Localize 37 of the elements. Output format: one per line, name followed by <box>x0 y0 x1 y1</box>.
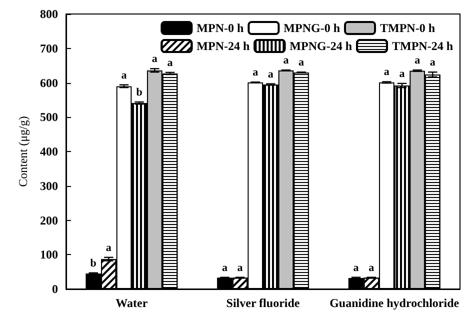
y-tick-label: 0 <box>52 282 58 296</box>
y-tick-label: 500 <box>40 110 58 124</box>
y-tick-label: 600 <box>40 76 58 90</box>
y-tick-label: 400 <box>40 144 58 158</box>
x-tick-label: Guanidine hydrochloride <box>330 296 460 310</box>
data-label: a <box>384 66 390 78</box>
x-tick-label: Water <box>116 296 148 310</box>
y-axis-title: Content (μg/g) <box>16 116 30 187</box>
data-label: a <box>121 69 128 82</box>
legend-label: TMPN-24 h <box>392 39 454 53</box>
legend-label: TMPN-0 h <box>380 21 436 35</box>
data-label: a <box>368 262 375 274</box>
legend-label: MPN-24 h <box>196 39 250 53</box>
data-label: a <box>353 262 360 274</box>
data-label: a <box>222 262 228 274</box>
x-tick-label: Silver fluoride <box>226 296 300 310</box>
y-tick-label: 800 <box>40 7 58 21</box>
y-tick-label: 300 <box>40 178 58 193</box>
data-label: a <box>414 54 421 67</box>
data-label: a <box>283 54 290 67</box>
y-tick-label: 700 <box>40 41 58 56</box>
data-label: b <box>136 86 142 98</box>
y-tick-label: 200 <box>40 213 58 228</box>
data-label: a <box>167 56 174 69</box>
data-label: a <box>237 262 244 274</box>
data-label: a <box>298 56 305 69</box>
data-label: a <box>430 56 436 69</box>
legend-label: MPNG-24 h <box>290 39 352 53</box>
data-label: a <box>152 53 158 66</box>
data-label: a <box>268 68 274 80</box>
data-label: a <box>106 242 112 254</box>
data-label: b <box>90 257 96 270</box>
legend-label: MPN-0 h <box>196 21 244 35</box>
legend-label: MPNG-0 h <box>284 21 340 35</box>
data-label: a <box>252 66 259 79</box>
y-tick-label: 100 <box>40 248 58 262</box>
data-label: a <box>399 68 406 80</box>
